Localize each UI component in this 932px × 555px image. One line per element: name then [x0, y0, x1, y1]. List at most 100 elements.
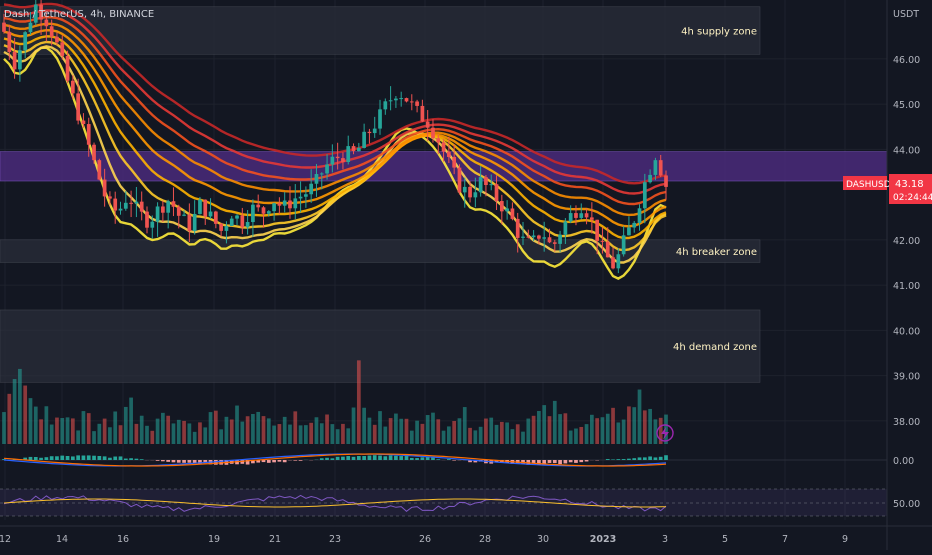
candle-body — [60, 42, 64, 56]
macd-histogram-bar — [119, 456, 123, 460]
candle-body — [198, 200, 202, 214]
volume-bar — [405, 419, 409, 444]
time-axis-tick-label: 3 — [662, 534, 668, 545]
candle-body — [140, 202, 144, 212]
volume-bar — [235, 406, 239, 444]
volume-bar — [548, 416, 552, 444]
candle-body — [421, 106, 425, 122]
candle-body — [664, 175, 668, 186]
candle-body — [172, 201, 176, 207]
macd-histogram-bar — [611, 459, 615, 460]
macd-histogram-bar — [177, 460, 181, 463]
candle-body — [76, 93, 80, 120]
candle-body — [256, 205, 260, 208]
zone-label: 4h breaker zone — [676, 247, 757, 258]
macd-histogram-bar — [659, 457, 663, 460]
candle-body — [29, 23, 33, 33]
candle-body — [659, 160, 663, 175]
time-axis-tick-label: 2023 — [590, 534, 616, 545]
volume-bar — [601, 417, 605, 444]
candle-body — [447, 152, 451, 157]
candle-body — [452, 157, 456, 168]
candle-body — [135, 202, 139, 204]
volume-bar — [240, 422, 244, 444]
time-axis-tick-label: 19 — [208, 534, 220, 545]
volume-bar — [55, 418, 59, 444]
macd-histogram-bar — [357, 456, 361, 460]
volume-bar — [82, 411, 86, 444]
volume-bar — [579, 427, 583, 444]
rsi-band — [0, 489, 887, 516]
time-axis-tick-label: 9 — [842, 534, 848, 545]
macd-histogram-bar — [564, 460, 568, 463]
volume-bar — [500, 422, 504, 444]
volume-bar — [564, 413, 568, 444]
price-axis-tick-label: 42.00 — [893, 236, 920, 247]
price-axis-tick-label: 39.00 — [893, 372, 920, 383]
candle-body — [251, 205, 255, 222]
macd-histogram-bar — [579, 460, 583, 462]
volume-bar — [251, 414, 255, 444]
candle-body — [489, 184, 493, 185]
candle-body — [182, 215, 186, 216]
candle-body — [378, 109, 382, 128]
volume-bar — [45, 406, 49, 444]
volume-bar — [108, 427, 112, 444]
volume-bar — [304, 425, 308, 444]
volume-bar — [161, 413, 165, 444]
candle-body — [283, 200, 287, 205]
candle-body — [50, 26, 54, 37]
time-axis-tick-label: 21 — [269, 534, 281, 545]
volume-bar — [447, 426, 451, 444]
macd-histogram-bar — [606, 459, 610, 460]
volume-bar — [383, 427, 387, 444]
candle-body — [463, 187, 467, 192]
macd-histogram-bar — [632, 458, 636, 460]
macd-histogram-bar — [638, 457, 642, 460]
macd-histogram-bar — [50, 456, 54, 460]
volume-bar — [262, 416, 266, 444]
volume-bar — [150, 431, 154, 444]
volume-bar — [458, 418, 462, 444]
volume-bar — [611, 408, 615, 444]
candle-body — [537, 235, 541, 238]
candle-body — [156, 206, 160, 221]
macd-histogram-bar — [87, 455, 91, 460]
candle-body — [299, 197, 303, 199]
macd-histogram-bar — [389, 455, 393, 460]
volume-bar — [2, 412, 6, 444]
macd-histogram-bar — [399, 456, 403, 460]
volume-bar — [283, 417, 287, 444]
volume-bar — [39, 419, 43, 444]
zone-rect — [0, 310, 760, 382]
candle-body — [442, 142, 446, 151]
volume-bar — [278, 424, 282, 444]
volume-bar — [256, 412, 260, 444]
macd-histogram-bar — [553, 460, 557, 463]
macd-histogram-bar — [45, 457, 49, 460]
volume-bar — [495, 425, 499, 444]
macd-histogram-bar — [299, 460, 303, 461]
candle-body — [278, 203, 282, 205]
macd-histogram-bar — [330, 458, 334, 460]
volume-bar — [574, 429, 578, 444]
volume-bar — [50, 425, 54, 444]
macd-histogram-bar — [172, 460, 176, 462]
volume-bar — [632, 407, 636, 444]
time-axis-tick-label: 23 — [329, 534, 341, 545]
candle-body — [13, 52, 17, 69]
candle-body — [315, 174, 319, 184]
candle-body — [177, 207, 181, 216]
volume-bar — [29, 398, 33, 444]
candle-body — [426, 122, 430, 128]
macd-histogram-bar — [452, 460, 456, 461]
volume-bar — [431, 413, 435, 444]
candle-body — [564, 221, 568, 234]
time-axis-tick-label: 26 — [419, 534, 431, 545]
candle-body — [352, 146, 356, 151]
zone-label: 4h supply zone — [681, 27, 757, 38]
candle-body — [611, 257, 615, 268]
candle-body — [431, 128, 435, 138]
